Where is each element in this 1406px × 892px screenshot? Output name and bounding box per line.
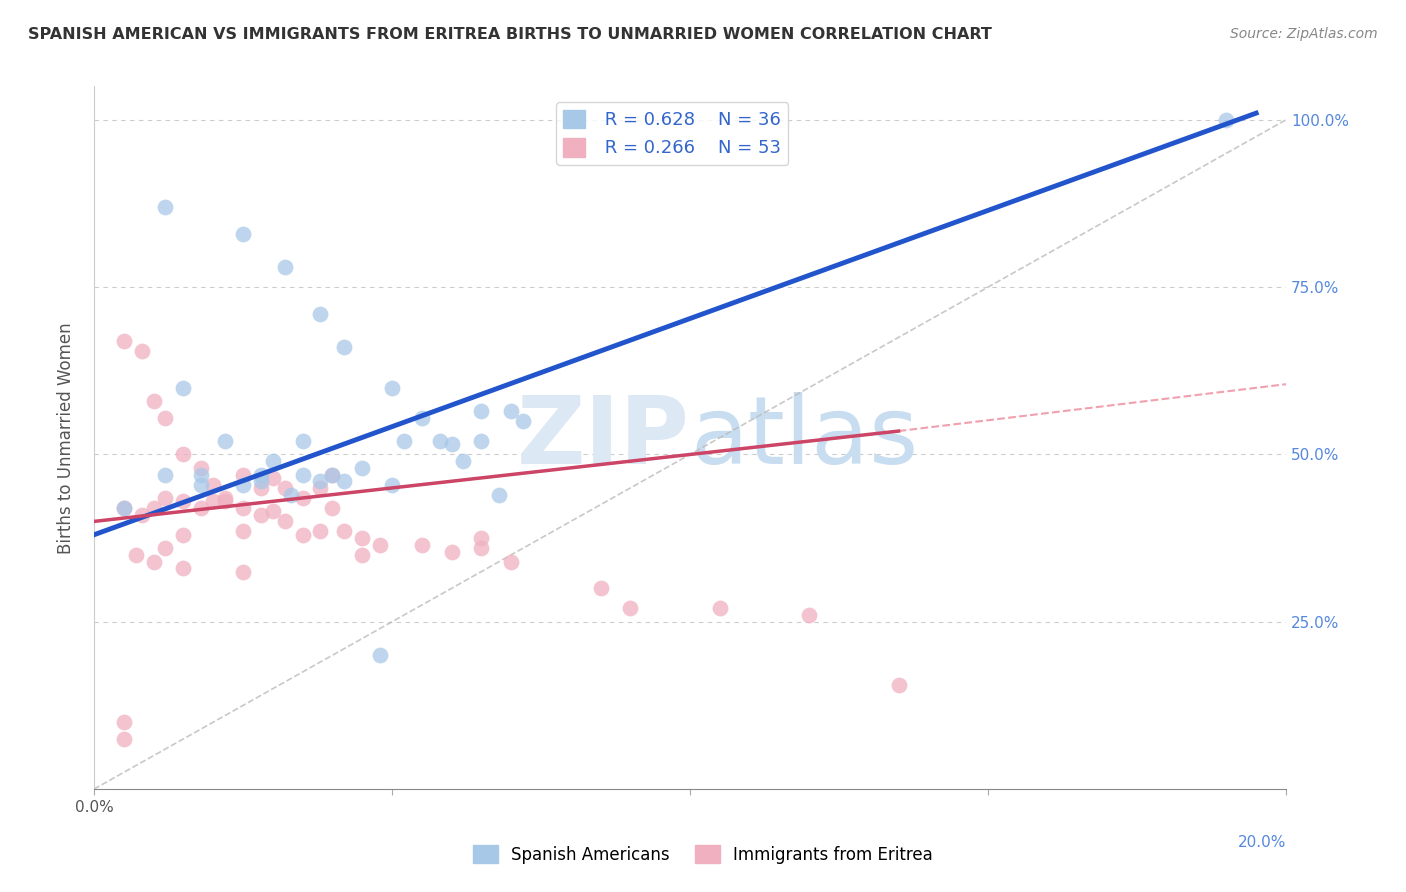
Text: SPANISH AMERICAN VS IMMIGRANTS FROM ERITREA BIRTHS TO UNMARRIED WOMEN CORRELATIO: SPANISH AMERICAN VS IMMIGRANTS FROM ERIT… [28, 27, 993, 42]
Point [488, 488, 510, 502]
Point [333, 340, 356, 354]
Point [392, 434, 415, 449]
Point [470, 404, 492, 418]
Point [250, 475, 273, 489]
Point [112, 731, 135, 746]
Point [368, 538, 391, 552]
Point [470, 531, 492, 545]
Point [291, 528, 314, 542]
Point [232, 565, 254, 579]
Point [250, 508, 273, 522]
Point [112, 334, 135, 348]
Point [232, 477, 254, 491]
Point [155, 467, 177, 482]
Point [155, 200, 177, 214]
Point [262, 504, 284, 518]
Point [1215, 112, 1237, 127]
Point [321, 501, 343, 516]
Point [411, 410, 433, 425]
Point [470, 541, 492, 556]
Point [309, 475, 332, 489]
Point [232, 524, 254, 539]
Point [273, 260, 295, 274]
Point [112, 715, 135, 730]
Point [202, 494, 225, 508]
Point [190, 501, 212, 516]
Point [172, 380, 194, 394]
Point [172, 561, 194, 575]
Point [501, 555, 523, 569]
Point [142, 501, 165, 516]
Point [142, 555, 165, 569]
Point [381, 380, 404, 394]
Point [619, 601, 641, 615]
Point [709, 601, 731, 615]
Point [291, 434, 314, 449]
Y-axis label: Births to Unmarried Women: Births to Unmarried Women [58, 322, 75, 554]
Point [172, 448, 194, 462]
Point [368, 648, 391, 663]
Point [214, 434, 236, 449]
Point [250, 467, 273, 482]
Point [131, 508, 153, 522]
Point [142, 393, 165, 408]
Point [381, 477, 404, 491]
Point [112, 501, 135, 516]
Point [112, 501, 135, 516]
Point [321, 467, 343, 482]
Point [280, 488, 302, 502]
Point [232, 467, 254, 482]
Point [797, 608, 820, 623]
Point [214, 491, 236, 505]
Point [232, 501, 254, 516]
Point [429, 434, 451, 449]
Point [309, 481, 332, 495]
Point [333, 475, 356, 489]
Point [273, 481, 295, 495]
Point [589, 582, 612, 596]
Point [352, 461, 374, 475]
Point [172, 528, 194, 542]
Point [155, 541, 177, 556]
Point [309, 524, 332, 539]
Point [190, 461, 212, 475]
Point [440, 544, 463, 558]
Point [273, 515, 295, 529]
Point [262, 471, 284, 485]
Legend: Spanish Americans, Immigrants from Eritrea: Spanish Americans, Immigrants from Eritr… [467, 838, 939, 871]
Point [131, 343, 153, 358]
Point [309, 307, 332, 321]
Text: 20.0%: 20.0% [1239, 836, 1286, 850]
Point [453, 454, 475, 468]
Point [321, 467, 343, 482]
Point [202, 477, 225, 491]
Point [124, 548, 146, 562]
Point [411, 538, 433, 552]
Point [352, 531, 374, 545]
Point [155, 491, 177, 505]
Text: atlas: atlas [690, 392, 918, 483]
Point [440, 437, 463, 451]
Point [512, 414, 534, 428]
Point [333, 524, 356, 539]
Point [291, 491, 314, 505]
Point [291, 467, 314, 482]
Point [262, 454, 284, 468]
Point [352, 548, 374, 562]
Point [250, 481, 273, 495]
Point [887, 678, 910, 692]
Point [155, 410, 177, 425]
Point [190, 467, 212, 482]
Point [501, 404, 523, 418]
Point [172, 494, 194, 508]
Legend:  R = 0.628    N = 36,  R = 0.266    N = 53: R = 0.628 N = 36, R = 0.266 N = 53 [555, 103, 789, 165]
Point [214, 494, 236, 508]
Point [232, 227, 254, 241]
Point [190, 477, 212, 491]
Text: Source: ZipAtlas.com: Source: ZipAtlas.com [1230, 27, 1378, 41]
Point [470, 434, 492, 449]
Text: ZIP: ZIP [517, 392, 690, 483]
